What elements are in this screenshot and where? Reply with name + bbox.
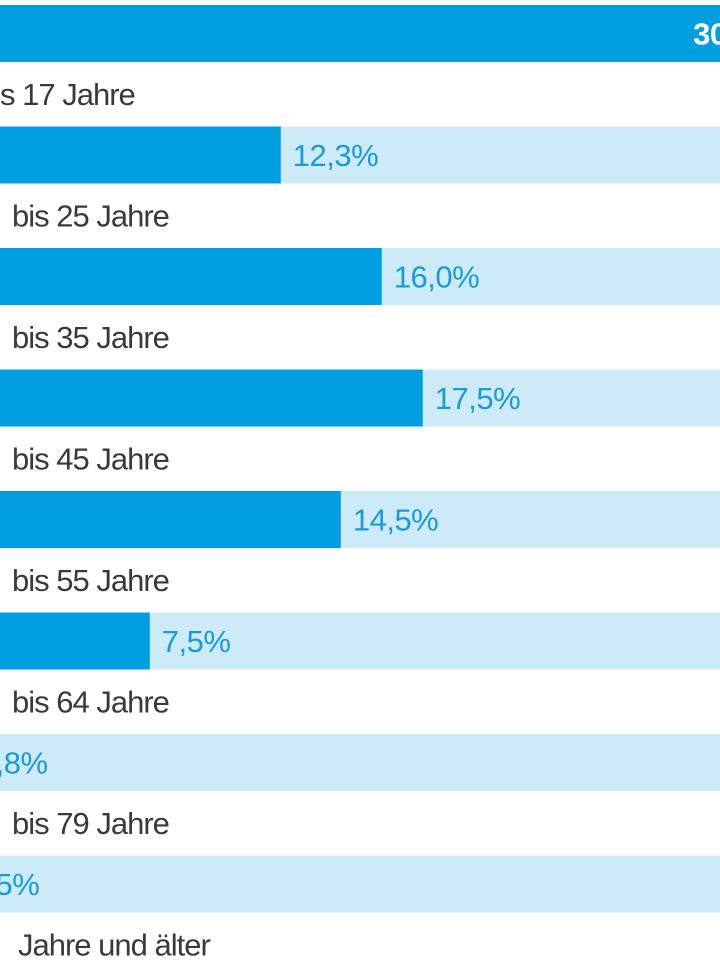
- category-label: bis 45 Jahre: [12, 442, 169, 477]
- category-label: s 17 Jahre: [0, 77, 135, 112]
- bar: [0, 369, 423, 427]
- bar: [0, 612, 150, 670]
- category-label: bis 35 Jahre: [12, 320, 169, 355]
- value-label: 14,5%: [353, 503, 438, 538]
- value-label: 17,5%: [435, 381, 520, 416]
- bar: [0, 491, 341, 548]
- category-label: Jahre und älter: [18, 928, 210, 960]
- value-label: 7,5%: [162, 624, 231, 659]
- value-label: 30,9%: [693, 17, 720, 52]
- category-label: bis 25 Jahre: [12, 199, 169, 234]
- bar-track: [0, 855, 720, 913]
- category-label: bis 55 Jahre: [12, 563, 169, 598]
- value-label: 16,0%: [394, 260, 479, 295]
- value-label: 0,8%: [0, 746, 48, 781]
- bar: [0, 126, 281, 184]
- bar: [0, 248, 382, 305]
- bar-track: [0, 734, 720, 791]
- category-label: bis 79 Jahre: [12, 806, 169, 841]
- bar: [0, 5, 720, 62]
- category-label: bis 64 Jahre: [12, 685, 169, 720]
- value-label: 12,3%: [293, 138, 378, 173]
- value-label: 0,5%: [0, 867, 39, 902]
